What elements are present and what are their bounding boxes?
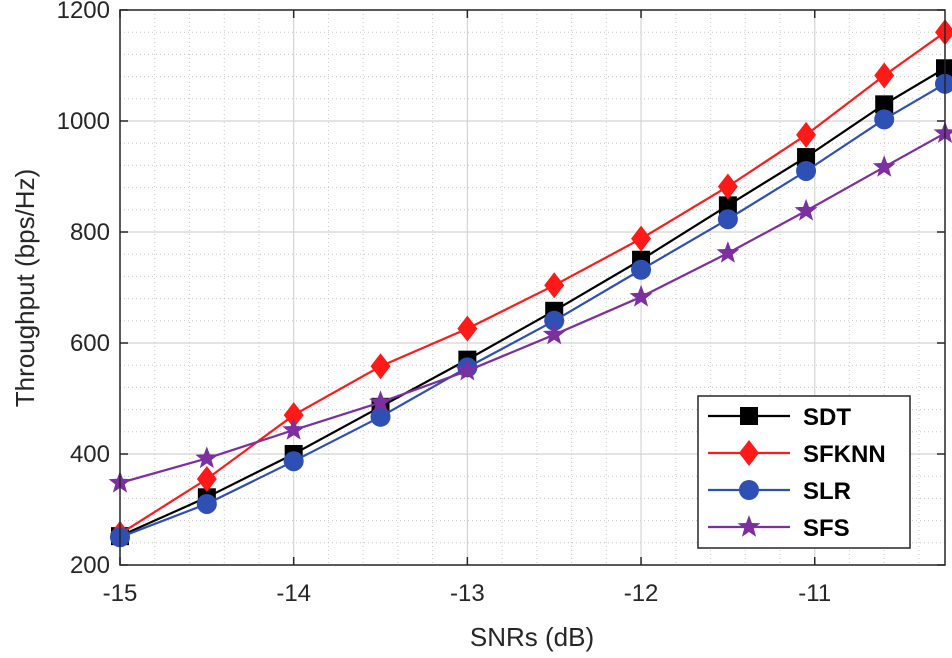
y-tick-label: 800 — [70, 219, 110, 246]
data-point-slr — [935, 73, 952, 94]
y-tick-label: 1200 — [57, 0, 110, 24]
legend-marker-sdt — [740, 407, 758, 425]
x-tick-label: -11 — [798, 580, 831, 607]
data-point-sfknn — [370, 353, 391, 380]
tick-labels: 200 400 600 800 1000 1200 -15 -14 -13 -12 -11 — [57, 0, 832, 607]
plot-frame — [119, 9, 946, 566]
x-tick-label: -13 — [450, 580, 485, 607]
x-axis-title: SNRs (dB) — [470, 622, 594, 652]
data-point-sfs — [716, 241, 740, 263]
x-tick-label: -14 — [276, 580, 311, 607]
data-point-sdt — [718, 196, 737, 215]
legend-label-sdt: SDT — [803, 404, 851, 431]
data-point-sdt — [875, 95, 894, 114]
series-slr — [110, 73, 952, 548]
data-point-sfknn — [544, 272, 565, 299]
series-sfknn — [110, 19, 952, 547]
data-point-slr — [196, 493, 217, 514]
data-point-sfknn — [717, 173, 738, 200]
data-point-slr — [796, 160, 817, 181]
data-point-sfknn — [796, 121, 817, 148]
data-point-slr — [631, 259, 652, 280]
legend-marker-slr — [739, 480, 759, 500]
data-point-sfs — [872, 155, 896, 177]
data-point-sfknn — [935, 19, 952, 46]
y-tick-label: 200 — [70, 552, 110, 579]
data-point-slr — [370, 406, 391, 427]
legend-label-sfknn: SFKNN — [803, 441, 886, 468]
data-point-sfknn — [631, 225, 652, 252]
data-point-sfs — [369, 390, 392, 413]
series-layer — [108, 19, 952, 548]
minor-grid — [120, 10, 945, 565]
data-point-sfs — [195, 446, 219, 469]
y-tick-label: 1000 — [57, 108, 110, 135]
legend-marker-sfs — [737, 515, 761, 537]
data-point-sfs — [542, 322, 566, 345]
data-point-sdt — [936, 59, 952, 78]
data-point-sfs — [282, 418, 306, 440]
y-tick-label: 600 — [70, 330, 110, 357]
data-point-sfs — [456, 358, 479, 381]
data-point-sfknn — [457, 315, 478, 342]
data-point-slr — [283, 451, 304, 472]
data-point-sfknn — [874, 62, 895, 89]
legend-label-slr: SLR — [803, 478, 851, 505]
legend-marker-sfknn — [739, 440, 759, 466]
data-point-slr — [544, 310, 565, 331]
x-tick-label: -12 — [624, 580, 659, 607]
data-point-slr — [874, 109, 895, 130]
data-point-sfknn — [283, 402, 304, 429]
axis-ticks — [119, 9, 945, 566]
legend-label-sfs: SFS — [803, 515, 850, 542]
data-point-sfknn — [196, 465, 217, 492]
data-point-sfs — [794, 198, 818, 221]
data-point-sfs — [629, 284, 653, 307]
data-point-slr — [717, 209, 738, 230]
data-point-sdt — [797, 148, 816, 167]
x-tick-label: -15 — [103, 580, 138, 607]
data-point-sfs — [933, 121, 952, 143]
y-tick-label: 400 — [70, 441, 110, 468]
legend: SDT SFKNN SLR SFS — [697, 395, 911, 549]
legend-box — [697, 395, 911, 549]
y-axis-title: Throughput (bps/Hz) — [10, 169, 40, 407]
